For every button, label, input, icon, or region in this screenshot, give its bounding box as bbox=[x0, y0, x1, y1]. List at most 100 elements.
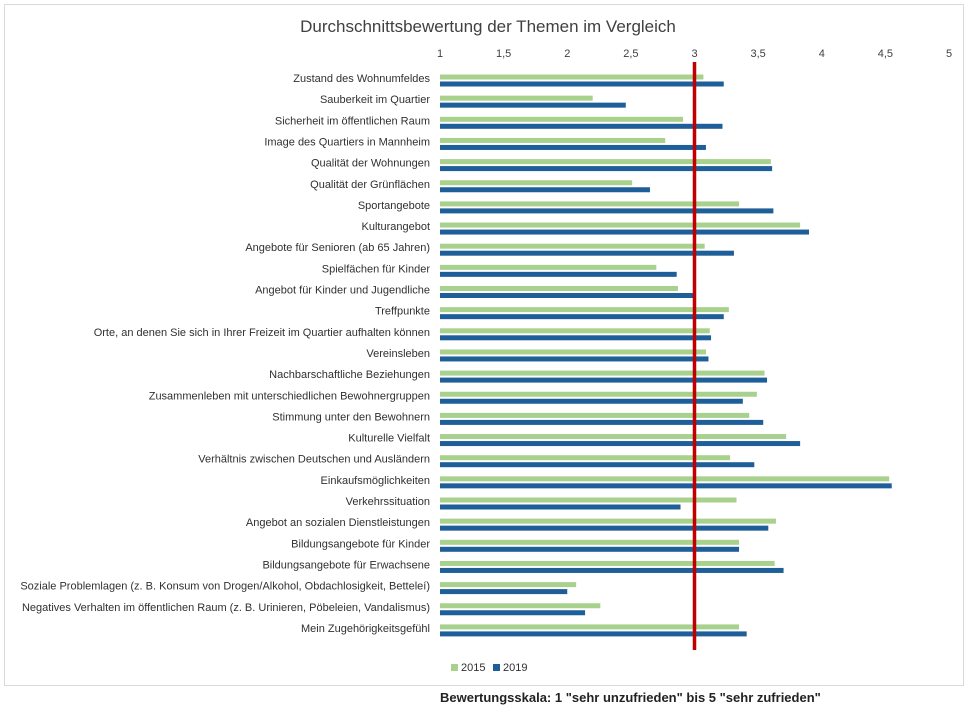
category-label: Soziale Problemlagen (z. B. Konsum von D… bbox=[20, 581, 430, 593]
bar-2015 bbox=[440, 434, 787, 440]
bar-2015 bbox=[440, 286, 678, 291]
bar-2019 bbox=[440, 441, 801, 447]
bar-chart: Durchschnittsbewertung der Themen im Ver… bbox=[20, 17, 952, 674]
bar-2015 bbox=[440, 307, 729, 313]
bar-2019 bbox=[440, 102, 626, 108]
category-label: Verhältnis zwischen Deutschen und Auslän… bbox=[198, 454, 430, 466]
x-tick-label: 5 bbox=[946, 48, 952, 60]
x-tick-label: 1 bbox=[437, 48, 443, 60]
bar-2019 bbox=[440, 567, 784, 573]
bar-2019 bbox=[440, 610, 586, 616]
legend-label-2015: 2015 bbox=[461, 662, 485, 674]
bar-2019 bbox=[440, 229, 810, 235]
chart-title: Durchschnittsbewertung der Themen im Ver… bbox=[300, 17, 676, 36]
bar-2015 bbox=[440, 476, 890, 482]
bar-2019 bbox=[440, 546, 740, 552]
bar-2015 bbox=[440, 116, 684, 122]
category-label: Treffpunkte bbox=[375, 306, 430, 318]
category-label: Negatives Verhalten im öffentlichen Raum… bbox=[22, 602, 430, 614]
bars bbox=[440, 74, 892, 637]
bar-2019 bbox=[440, 81, 724, 87]
legend-label-2019: 2019 bbox=[503, 662, 527, 674]
rating-scale-footnote: Bewertungsskala: 1 "sehr unzufrieden" bi… bbox=[440, 690, 821, 705]
bar-2019 bbox=[440, 293, 695, 298]
bar-2015 bbox=[440, 582, 577, 588]
bar-2019 bbox=[440, 187, 650, 193]
bar-2015 bbox=[440, 328, 710, 334]
bar-2015 bbox=[440, 624, 740, 630]
bar-2015 bbox=[440, 159, 771, 165]
bar-2019 bbox=[440, 144, 706, 150]
legend-swatch-2015 bbox=[451, 664, 458, 671]
category-label: Stimmung unter den Bewohnern bbox=[272, 411, 430, 423]
category-label: Sicherheit im öffentlichen Raum bbox=[275, 115, 430, 127]
x-tick-label: 3,5 bbox=[750, 48, 765, 60]
bar-2019 bbox=[440, 483, 892, 489]
bar-2019 bbox=[440, 398, 743, 404]
bar-2015 bbox=[440, 560, 775, 566]
category-label: Qualität der Grünflächen bbox=[310, 179, 430, 191]
category-label: Orte, an denen Sie sich in Ihrer Freizei… bbox=[94, 327, 430, 339]
bar-2019 bbox=[440, 271, 677, 277]
bar-2015 bbox=[440, 412, 750, 418]
bar-2019 bbox=[440, 504, 681, 510]
category-label: Sauberkeit im Quartier bbox=[320, 94, 430, 106]
category-label: Zustand des Wohnumfeldes bbox=[293, 73, 430, 85]
category-label: Mein Zugehörigkeitsgefühl bbox=[301, 623, 430, 635]
x-tick-label: 1,5 bbox=[496, 48, 511, 60]
bar-2015 bbox=[440, 264, 657, 270]
bar-2015 bbox=[440, 370, 765, 376]
category-label: Nachbarschaftliche Beziehungen bbox=[269, 369, 430, 381]
category-label: Spielfächen für Kinder bbox=[322, 263, 431, 275]
bar-2019 bbox=[440, 166, 773, 172]
category-label: Bildungsangebote für Kinder bbox=[291, 538, 430, 550]
bar-2015 bbox=[440, 74, 704, 80]
x-axis-ticks: 1 1,5 2 2,5 3 3,5 4 4,5 5 bbox=[437, 48, 952, 60]
category-label: Zusammenleben mit unterschiedlichen Bewo… bbox=[149, 390, 430, 402]
category-label: Angebot an sozialen Dienstleistungen bbox=[246, 517, 430, 529]
category-label: Angebot für Kinder und Jugendliche bbox=[255, 285, 430, 297]
category-label: Kulturelle Vielfalt bbox=[348, 433, 430, 445]
category-label: Bildungsangebote für Erwachsene bbox=[262, 559, 430, 571]
category-label: Kulturangebot bbox=[362, 221, 431, 233]
legend: 2015 2019 bbox=[451, 662, 527, 674]
category-labels: Zustand des Wohnumfeldes Sauberkeit im Qu… bbox=[20, 73, 430, 635]
bar-2015 bbox=[440, 222, 801, 228]
bar-2019 bbox=[440, 462, 755, 468]
bar-2015 bbox=[440, 455, 731, 461]
category-label: Einkaufsmöglichkeiten bbox=[321, 475, 430, 487]
bar-2015 bbox=[440, 201, 740, 207]
chart-frame bbox=[4, 4, 964, 686]
x-tick-label: 4 bbox=[819, 48, 825, 60]
bar-2019 bbox=[440, 525, 769, 531]
legend-swatch-2019 bbox=[493, 664, 500, 671]
category-label: Sportangebote bbox=[358, 200, 430, 212]
bar-2019 bbox=[440, 335, 712, 341]
bar-2015 bbox=[440, 180, 633, 186]
bar-2019 bbox=[440, 377, 768, 383]
bar-2019 bbox=[440, 123, 723, 129]
category-label: Vereinsleben bbox=[366, 348, 430, 360]
bar-2019 bbox=[440, 208, 774, 214]
bar-2019 bbox=[440, 419, 764, 425]
x-tick-label: 4,5 bbox=[878, 48, 893, 60]
bar-2019 bbox=[440, 356, 709, 362]
bar-2015 bbox=[440, 243, 705, 249]
x-tick-label: 3 bbox=[691, 48, 697, 60]
bar-2015 bbox=[440, 391, 757, 397]
category-label: Image des Quartiers in Mannheim bbox=[264, 136, 430, 148]
bar-2019 bbox=[440, 250, 734, 256]
x-tick-label: 2 bbox=[564, 48, 570, 60]
bar-2019 bbox=[440, 589, 568, 595]
category-label: Verkehrssituation bbox=[346, 496, 430, 508]
category-label: Angebote für Senioren (ab 65 Jahren) bbox=[245, 242, 430, 254]
bar-2015 bbox=[440, 518, 776, 524]
bar-2015 bbox=[440, 539, 740, 545]
bar-2015 bbox=[440, 95, 593, 101]
bar-2019 bbox=[440, 631, 747, 637]
bar-2019 bbox=[440, 314, 724, 320]
x-tick-label: 2,5 bbox=[623, 48, 638, 60]
bar-2015 bbox=[440, 349, 706, 355]
bar-2015 bbox=[440, 603, 601, 609]
bar-2015 bbox=[440, 137, 666, 143]
